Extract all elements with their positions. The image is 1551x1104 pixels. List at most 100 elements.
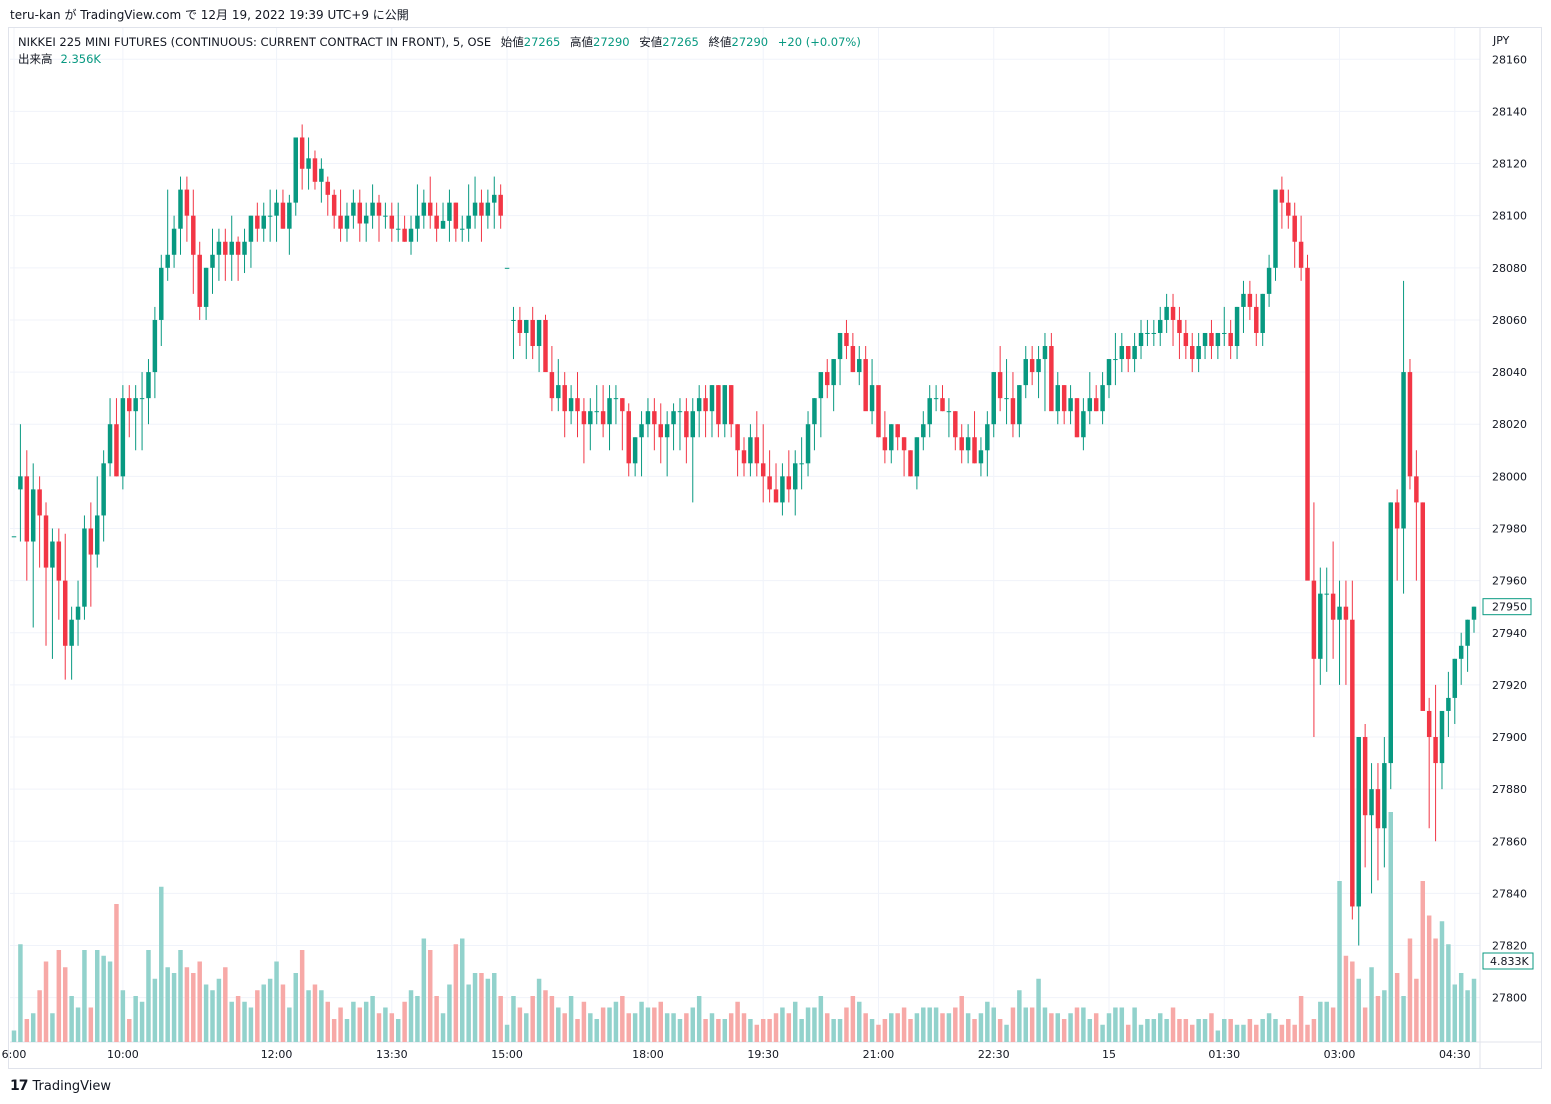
- candle: [620, 398, 625, 451]
- volume-bar: [1394, 973, 1400, 1042]
- candle: [62, 533, 68, 680]
- candle: [472, 176, 478, 229]
- volume-bar: [760, 1019, 766, 1042]
- candle: [549, 346, 555, 412]
- candle: [632, 437, 638, 477]
- candle: [1061, 385, 1067, 425]
- volume-bar: [773, 1013, 779, 1042]
- price-axis[interactable]: JPY 27800 27820 27840 27860 27880 27900 27920 27…: [1492, 34, 1527, 1005]
- volume-bar: [1004, 1024, 1009, 1042]
- candle: [959, 424, 964, 464]
- volume-bar: [30, 1013, 36, 1042]
- candle: [485, 189, 491, 229]
- candle: [792, 450, 798, 516]
- candle-body: [754, 437, 760, 464]
- volume-bar: [927, 1007, 932, 1042]
- volume-bar: [1010, 1007, 1016, 1042]
- candle: [773, 463, 779, 503]
- volume-bar: [389, 1013, 395, 1042]
- candle: [1106, 359, 1112, 399]
- volume-bar: [1382, 990, 1387, 1042]
- candle-body: [626, 411, 631, 464]
- candle-body: [1177, 319, 1182, 333]
- volume-bar: [357, 1007, 363, 1042]
- candle-body: [293, 137, 298, 203]
- candle-body: [165, 254, 170, 268]
- candle-body: [1382, 763, 1387, 829]
- candle: [344, 202, 350, 242]
- candles: [11, 124, 1477, 946]
- volume-value: 2.356K: [60, 52, 101, 66]
- candle-body: [780, 476, 785, 503]
- candle: [229, 215, 234, 281]
- time-axis[interactable]: 6:00 10:00 12:00 13:30 15:00 18:00 19:30 21:00 2…: [2, 1048, 1551, 1061]
- volume-bar: [1369, 967, 1374, 1042]
- volume-bar: [1177, 1019, 1182, 1042]
- candle: [75, 580, 81, 646]
- volume-bar: [1401, 996, 1406, 1042]
- volume-bar: [863, 1013, 868, 1042]
- candle: [837, 332, 843, 386]
- candle-body: [1394, 502, 1400, 529]
- candle-body: [1369, 789, 1374, 816]
- candle-body: [1196, 346, 1201, 360]
- candle-body: [1471, 606, 1477, 620]
- candle: [479, 189, 484, 242]
- candle-body: [965, 437, 971, 451]
- candle-body: [1350, 619, 1355, 907]
- candle: [1375, 763, 1381, 881]
- volume-bar: [889, 1013, 894, 1042]
- volume-bar: [1170, 1007, 1176, 1042]
- candle: [133, 385, 138, 451]
- candle-body: [1260, 293, 1265, 333]
- candle: [850, 332, 856, 373]
- volume-bar: [171, 973, 177, 1042]
- candle-body: [1324, 593, 1329, 595]
- candle: [1311, 502, 1317, 738]
- candle: [1010, 372, 1016, 438]
- candle-body: [876, 385, 881, 438]
- candle-body: [1170, 306, 1176, 320]
- volume-bar: [56, 950, 62, 1042]
- volume-bar: [203, 984, 209, 1042]
- candle: [588, 398, 593, 451]
- candle-body: [901, 437, 907, 451]
- candle-body: [562, 385, 567, 412]
- tradingview-logo-icon[interactable]: 17: [10, 1078, 29, 1094]
- time-tick-label: 12:00: [261, 1048, 293, 1061]
- candle: [997, 346, 1003, 412]
- candle: [812, 398, 817, 451]
- candle-body: [517, 319, 523, 333]
- candle: [895, 424, 900, 451]
- candle: [1228, 319, 1233, 360]
- volume-bar: [524, 1013, 529, 1042]
- candle-body: [895, 424, 900, 438]
- candle-body: [1420, 502, 1426, 711]
- candle: [1138, 319, 1144, 360]
- symbol-title[interactable]: NIKKEI 225 MINI FUTURES (CONTINUOUS: CUR…: [18, 35, 492, 49]
- volume-bar: [1061, 1019, 1067, 1042]
- candle-body: [767, 476, 772, 490]
- last-price-badge: [1482, 598, 1532, 616]
- volume-bar: [1138, 1024, 1144, 1042]
- candle-body: [1036, 359, 1041, 373]
- candle-body: [773, 489, 779, 503]
- candle-body: [37, 489, 42, 516]
- volume-bar: [735, 1001, 740, 1042]
- open-label: 始値: [500, 35, 524, 49]
- time-tick-label: 22:30: [978, 1048, 1010, 1061]
- candle: [536, 319, 542, 373]
- footer-brand[interactable]: TradingView: [32, 1078, 112, 1094]
- candle-body: [299, 137, 305, 169]
- candle: [709, 385, 715, 438]
- candle-body: [1202, 332, 1208, 347]
- volume-bar: [677, 1019, 683, 1042]
- axis-badges: 27950 4.833K: [1482, 598, 1534, 970]
- volume-bar: [235, 996, 241, 1042]
- candle: [863, 346, 868, 412]
- candle-body: [741, 450, 747, 464]
- time-tick-label: 6:00: [2, 1048, 27, 1061]
- volume-bar: [664, 1013, 670, 1042]
- candle-body: [850, 346, 856, 373]
